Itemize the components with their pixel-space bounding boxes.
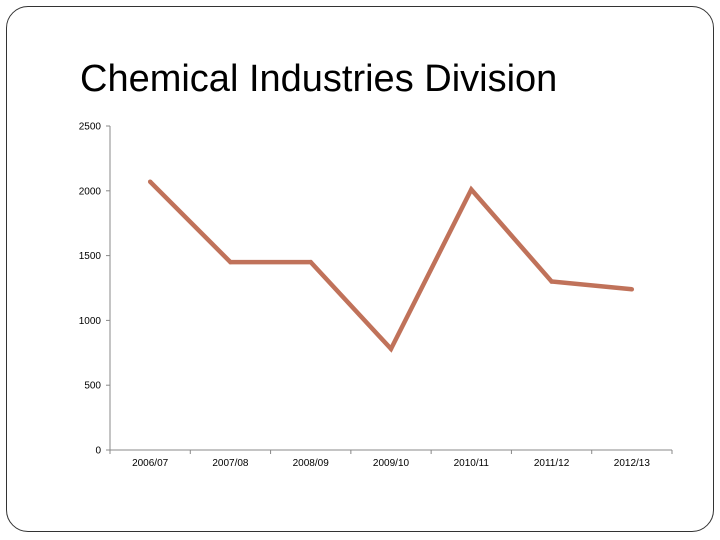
chart-axes — [109, 126, 672, 451]
data-point — [228, 259, 233, 265]
data-point — [308, 259, 313, 265]
chart-series — [147, 179, 635, 353]
series-line — [148, 180, 633, 353]
data-point — [388, 346, 394, 352]
y-tick-label: 500 — [84, 381, 101, 392]
data-point — [469, 187, 474, 192]
x-tick-label: 2008/09 — [293, 458, 330, 469]
x-tick-label: 2012/13 — [614, 458, 651, 469]
chart-title: Chemical Industries Division — [80, 58, 558, 100]
x-tick-label: 2010/11 — [454, 458, 490, 469]
data-point — [549, 279, 554, 284]
y-tick-label: 2000 — [79, 186, 102, 197]
y-tick-label: 0 — [95, 446, 101, 457]
chart-ticks: 0 500 1000 1500 2000 2500 2006/07 2007/08 2008/0… — [79, 122, 673, 469]
data-point — [147, 179, 153, 184]
y-tick-label: 1000 — [79, 316, 102, 327]
y-tick-label: 1500 — [79, 251, 102, 262]
x-tick-label: 2006/07 — [132, 458, 169, 469]
x-tick-label: 2007/08 — [212, 458, 249, 469]
slide-frame — [6, 6, 714, 532]
x-tick-label: 2011/12 — [534, 458, 570, 469]
data-point — [629, 287, 635, 292]
y-tick-label: 2500 — [79, 122, 102, 133]
x-tick-label: 2009/10 — [373, 458, 410, 469]
